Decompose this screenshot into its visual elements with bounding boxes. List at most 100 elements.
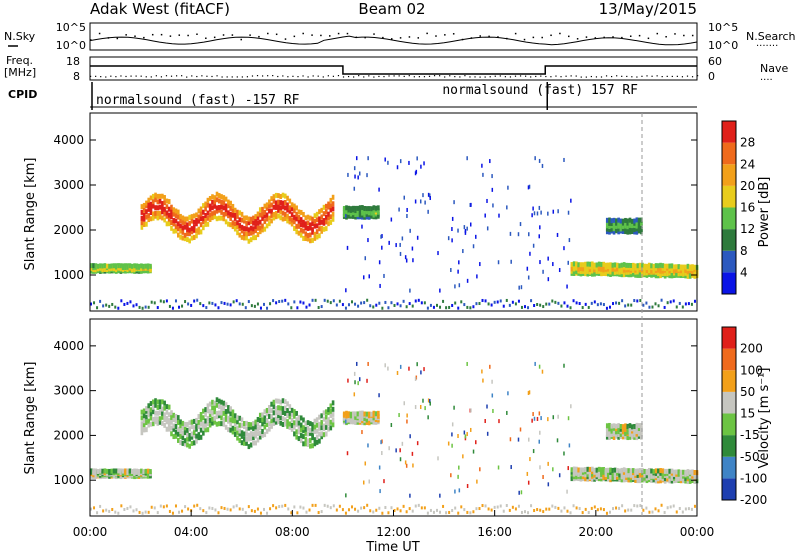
power-cell	[420, 301, 423, 305]
power-cell	[258, 212, 262, 218]
power-cell	[659, 262, 662, 268]
power-cell	[302, 219, 305, 225]
velocity-cell	[188, 420, 191, 426]
power-cell	[327, 201, 330, 207]
velocity-cell	[429, 508, 432, 512]
velocity-cell	[224, 416, 228, 422]
power-cell	[384, 300, 387, 304]
velocity-cell	[679, 476, 683, 482]
power-cell	[590, 301, 593, 305]
power-cell	[377, 205, 380, 211]
velocity-cell	[412, 463, 414, 468]
velocity-cell	[520, 490, 523, 495]
nave-dot	[626, 75, 628, 78]
power-cell	[163, 211, 166, 217]
velocity-cell	[286, 401, 289, 407]
power-cell	[643, 263, 646, 269]
nave-dot	[388, 75, 390, 77]
nave-dot	[509, 76, 512, 78]
power-cell	[238, 232, 242, 238]
velocity-cell	[657, 476, 660, 482]
velocity-cell	[450, 473, 452, 478]
power-cell	[220, 209, 223, 215]
power-cell	[613, 262, 617, 268]
power-cell	[624, 221, 627, 227]
nsky-trace	[89, 35, 698, 46]
power-cell	[406, 214, 408, 219]
power-cell	[638, 270, 642, 276]
power-cell	[241, 302, 244, 306]
velocity-cell	[305, 510, 308, 514]
velocity-cell	[258, 417, 262, 423]
power-cell	[231, 224, 235, 230]
velocity-cell	[154, 416, 157, 422]
velocity-cell	[217, 511, 220, 515]
velocity-cell	[322, 410, 326, 416]
power-cell	[472, 305, 475, 309]
nave-dot	[368, 75, 370, 77]
power-cell	[541, 163, 544, 168]
velocity-cell	[149, 410, 153, 416]
power-cell	[552, 262, 554, 267]
power-cell	[258, 225, 262, 231]
velocity-cell	[616, 470, 619, 476]
power-cell	[206, 202, 210, 208]
power-cell	[220, 199, 223, 205]
velocity-cell	[227, 415, 230, 421]
velocity-cell	[536, 508, 539, 512]
power-cell	[608, 220, 611, 226]
colorbar-tick-label: 20	[740, 179, 755, 193]
power-cell	[489, 159, 491, 164]
velocity-cell	[217, 404, 221, 410]
power-cell	[588, 269, 592, 275]
power-cell	[374, 205, 378, 211]
nave-dot	[530, 76, 532, 78]
velocity-cell	[578, 507, 581, 511]
velocity-cell	[490, 508, 493, 512]
power-cell	[179, 218, 182, 224]
nsky-dot	[665, 35, 667, 38]
power-cell	[647, 265, 651, 271]
velocity-cell	[463, 508, 466, 512]
velocity-cell	[605, 434, 609, 440]
nave-dot	[292, 75, 294, 77]
velocity-cell	[311, 432, 314, 438]
velocity-cell	[363, 411, 367, 417]
velocity-cell	[346, 451, 349, 456]
velocity-cell	[274, 398, 278, 404]
power-cell	[448, 305, 451, 309]
velocity-cell	[588, 472, 592, 478]
velocity-cell	[181, 420, 185, 426]
power-cell	[190, 214, 194, 220]
velocity-cell	[547, 482, 550, 487]
power-cell	[620, 262, 624, 268]
power-cell	[145, 200, 148, 206]
nave-dot	[585, 76, 587, 78]
power-cell	[258, 229, 262, 235]
velocity-cell	[265, 428, 269, 434]
velocity-cell	[491, 393, 494, 398]
nsky-dot	[107, 37, 110, 39]
velocity-cell	[647, 467, 651, 473]
power-cell	[597, 264, 601, 270]
velocity-cell	[612, 425, 616, 431]
nsky-dot	[461, 38, 464, 41]
power-cell	[367, 214, 371, 220]
velocity-cell	[304, 441, 308, 447]
power-cell	[297, 215, 301, 221]
velocity-cell	[527, 511, 530, 515]
power-cell	[610, 220, 614, 226]
power-cell	[681, 305, 684, 309]
power-cell	[256, 302, 259, 306]
power-cell	[439, 288, 441, 293]
velocity-cell	[293, 505, 296, 509]
power-cell	[486, 226, 489, 231]
power-cell	[626, 229, 630, 235]
power-cell	[302, 235, 305, 241]
x-tick-label: 12:00	[376, 525, 411, 539]
colorbar-bin	[722, 327, 736, 349]
beam-title: Beam 02	[358, 0, 425, 18]
power-cell	[304, 215, 308, 221]
nave-dot	[641, 75, 643, 77]
power-cell	[320, 225, 324, 231]
